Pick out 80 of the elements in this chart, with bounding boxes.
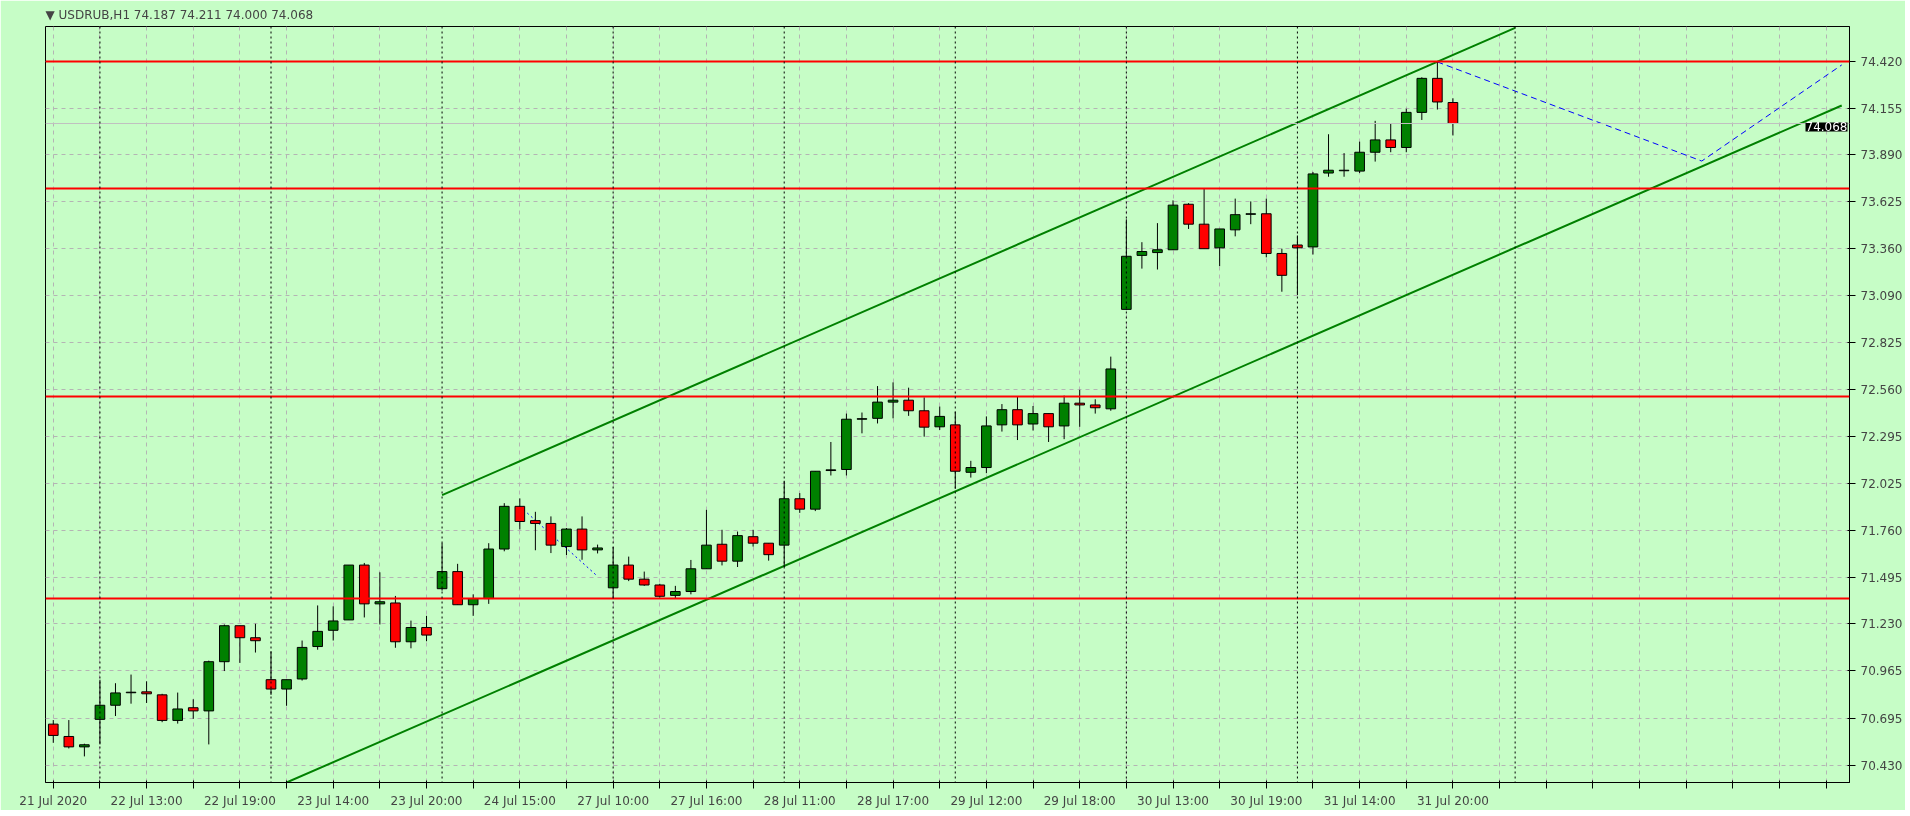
candlestick — [576, 515, 588, 561]
candlestick — [1276, 248, 1288, 293]
x-tick-label: 23 Jul 14:00 — [297, 793, 370, 808]
x-tick-label: 31 Jul 20:00 — [1416, 793, 1489, 808]
y-tick-label: 70.430 — [1860, 758, 1903, 773]
candlestick — [47, 719, 59, 744]
y-tick-label: 72.025 — [1860, 477, 1903, 492]
candlestick — [856, 412, 868, 434]
candlestick — [1229, 198, 1241, 237]
candlestick — [172, 692, 184, 725]
candlestick — [281, 679, 292, 707]
candlestick — [561, 527, 572, 556]
candlestick — [545, 515, 557, 554]
x-tick-label: 21 Jul 2020 — [19, 793, 88, 808]
y-tick-label: 73.890 — [1860, 148, 1903, 163]
y-tick-label: 73.625 — [1860, 195, 1903, 210]
candlestick — [1245, 200, 1257, 225]
candlestick — [716, 529, 728, 566]
candlestick — [405, 620, 417, 649]
y-tick-label: 71.495 — [1860, 570, 1903, 585]
y-tick-label: 73.360 — [1860, 241, 1903, 256]
candlestick — [1136, 241, 1148, 270]
y-tick-label: 70.965 — [1860, 664, 1903, 679]
x-tick-label: 22 Jul 19:00 — [203, 793, 276, 808]
x-tick-label: 23 Jul 20:00 — [390, 793, 463, 808]
y-tick-label: 72.295 — [1860, 429, 1903, 444]
y-tick-label: 74.155 — [1860, 101, 1903, 116]
candlestick — [747, 529, 759, 548]
x-tick-label: 28 Jul 11:00 — [763, 793, 836, 808]
candlestick — [63, 719, 75, 749]
candlestick — [234, 625, 246, 664]
candlestick — [1027, 405, 1039, 432]
x-tick-label: 24 Jul 15:00 — [483, 793, 556, 808]
candlestick — [887, 381, 899, 419]
x-tick-label: 31 Jul 14:00 — [1323, 793, 1396, 808]
candlestick — [1447, 97, 1459, 136]
x-tick-label: 22 Jul 13:00 — [110, 793, 183, 808]
candlestick — [312, 604, 323, 651]
y-tick-label: 74.420 — [1860, 54, 1903, 69]
candlestick — [934, 406, 946, 431]
candlestick — [1369, 120, 1381, 163]
candlestick — [514, 497, 526, 530]
candlestick — [1152, 222, 1163, 271]
candlestick — [530, 511, 541, 551]
x-tick-label: 30 Jul 13:00 — [1137, 793, 1209, 808]
candlestick — [996, 403, 1008, 433]
x-tick-label: 27 Jul 10:00 — [577, 793, 650, 808]
x-tick-label: 29 Jul 18:00 — [1043, 793, 1116, 808]
chart-title: ▼ USDRUB,H1 74.187 74.211 74.000 74.068 — [45, 7, 314, 22]
candlestick — [1058, 395, 1070, 440]
candlestick — [187, 698, 199, 720]
candlestick — [825, 441, 837, 476]
candlestick — [421, 615, 432, 642]
candlestick — [794, 492, 806, 514]
candlestick — [110, 682, 121, 717]
y-tick-label: 72.560 — [1860, 382, 1903, 397]
candlestick — [250, 623, 261, 654]
y-tick-label: 71.760 — [1860, 524, 1903, 538]
x-tick-label: 30 Jul 19:00 — [1230, 793, 1303, 808]
candlestick — [1385, 123, 1397, 153]
candlestick — [872, 385, 883, 424]
y-tick-label: 71.230 — [1860, 617, 1903, 632]
candlestick — [374, 571, 386, 625]
ref-line-label: 74.068 — [1805, 120, 1848, 135]
x-tick-label: 29 Jul 12:00 — [950, 793, 1023, 808]
x-tick-label: 28 Jul 17:00 — [857, 793, 930, 808]
candlestick — [327, 605, 339, 642]
candlestick — [1354, 141, 1365, 174]
y-tick-label: 70.695 — [1860, 711, 1903, 726]
candlestick — [1214, 228, 1225, 267]
candlestick — [701, 509, 712, 570]
x-tick-label: 27 Jul 16:00 — [670, 793, 743, 808]
candlestick — [1183, 202, 1194, 230]
y-tick-label: 72.825 — [1860, 336, 1903, 351]
candlestick — [623, 556, 635, 582]
y-tick-label: 73.090 — [1860, 289, 1903, 304]
candlestick — [1043, 413, 1054, 443]
candlestick — [141, 680, 152, 704]
candlestick — [685, 559, 697, 595]
candlestick — [1323, 133, 1334, 178]
